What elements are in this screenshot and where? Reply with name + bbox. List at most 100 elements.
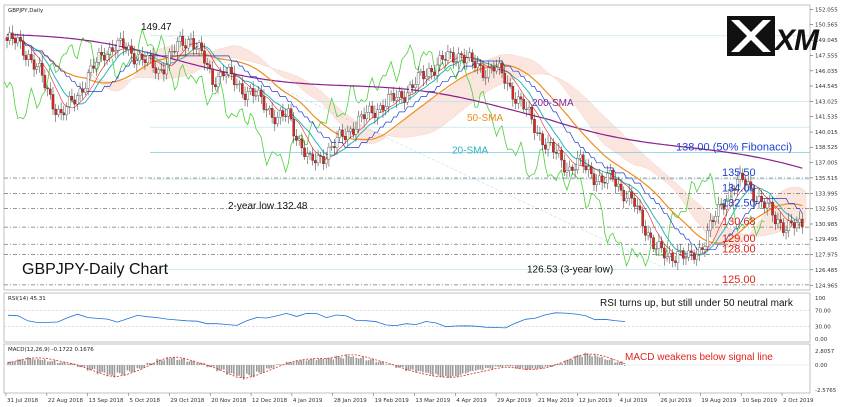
candle-body — [270, 108, 274, 118]
macd-bar — [255, 365, 258, 372]
price-tick-label: 132.505 — [815, 207, 838, 213]
candle-body — [744, 179, 747, 186]
date-tick-label: 19 Aug 2019 — [701, 398, 737, 404]
candle — [581, 151, 585, 174]
symbol-caption: GBPJPY,Daily — [8, 8, 44, 14]
candle — [503, 66, 507, 90]
candle-body — [776, 219, 780, 224]
candle — [514, 92, 517, 110]
candle — [668, 245, 672, 264]
price-level-label: 128.00 — [722, 243, 756, 255]
candle — [214, 77, 217, 91]
candle-body — [598, 175, 601, 182]
macd-bar — [519, 365, 521, 369]
macd-bar — [389, 364, 392, 365]
macd-bar — [302, 359, 305, 365]
candle — [438, 50, 442, 72]
candle-body — [465, 57, 469, 64]
candle — [676, 243, 680, 271]
candle — [530, 104, 534, 125]
candle-body — [443, 59, 447, 61]
macd-bar — [407, 365, 410, 371]
candle-body — [146, 55, 149, 63]
candle-body — [433, 71, 436, 76]
macd-bar — [315, 359, 318, 365]
candle — [779, 212, 782, 231]
candle-body — [297, 138, 301, 141]
candle — [611, 167, 615, 183]
candle-body — [541, 133, 544, 146]
candle-body — [16, 37, 20, 44]
price-tick-label: 149.045 — [815, 38, 838, 44]
candle — [122, 30, 125, 56]
price-tick-label: 140.015 — [815, 130, 838, 136]
macd-bar — [429, 365, 432, 375]
macd-bar — [123, 365, 126, 376]
candle — [265, 103, 268, 118]
candle — [714, 210, 718, 226]
candle — [765, 196, 769, 216]
candle — [351, 122, 355, 139]
candle — [173, 44, 176, 55]
candle — [679, 243, 682, 256]
candle — [787, 213, 791, 238]
macd-bar — [579, 355, 581, 365]
macd-bar — [531, 365, 534, 369]
candle — [176, 37, 179, 60]
candle — [211, 61, 214, 93]
candle — [533, 113, 536, 141]
macd-bar — [554, 363, 557, 365]
macd-signal-series — [7, 353, 626, 379]
candle-body — [159, 69, 163, 71]
price-level-label: 130.68 — [722, 216, 756, 228]
candle-body — [116, 40, 120, 51]
macd-bar — [471, 365, 474, 372]
candle — [346, 125, 350, 147]
candle-body — [709, 220, 712, 231]
candle — [189, 32, 193, 47]
candle-body — [489, 66, 493, 68]
candle-body — [138, 54, 141, 61]
candle-body — [370, 105, 374, 114]
candle — [140, 46, 144, 66]
candle — [149, 49, 152, 63]
candle-body — [414, 84, 417, 88]
candle-body — [692, 252, 696, 260]
macd-bar — [461, 365, 464, 374]
candle — [289, 104, 293, 122]
candle — [208, 60, 212, 74]
macd-bar — [200, 362, 203, 365]
candle — [411, 79, 415, 94]
macd-bar — [59, 362, 61, 365]
candle — [641, 206, 644, 234]
macd-bar — [365, 360, 368, 365]
date-tick-label: 4 Jul 2019 — [620, 398, 648, 404]
candle — [554, 144, 558, 160]
candle — [614, 172, 617, 194]
candle — [744, 175, 747, 193]
macd-bar — [121, 365, 123, 375]
candle-body — [176, 41, 179, 53]
candle-body — [522, 99, 525, 110]
candle-body — [527, 107, 531, 110]
macd-bar — [574, 355, 577, 365]
candle-body — [249, 88, 252, 92]
candle — [368, 101, 371, 120]
candle — [381, 99, 385, 118]
candle-body — [59, 109, 63, 114]
macd-bar — [576, 354, 579, 365]
candle-body — [200, 42, 204, 51]
candle — [365, 105, 369, 123]
xm-logo: XM — [727, 16, 821, 57]
macd-bar — [526, 365, 529, 370]
candle-body — [768, 202, 772, 204]
candle-body — [357, 115, 360, 130]
candle-body — [346, 131, 350, 140]
price-tick-label: 150.565 — [815, 23, 838, 29]
candle — [730, 183, 734, 198]
candle — [216, 72, 220, 94]
candle-body — [40, 63, 44, 76]
candle — [354, 121, 358, 142]
rsi-annotation: RSI turns up, but still under 50 neutral… — [600, 298, 794, 309]
candle-body — [43, 75, 47, 88]
